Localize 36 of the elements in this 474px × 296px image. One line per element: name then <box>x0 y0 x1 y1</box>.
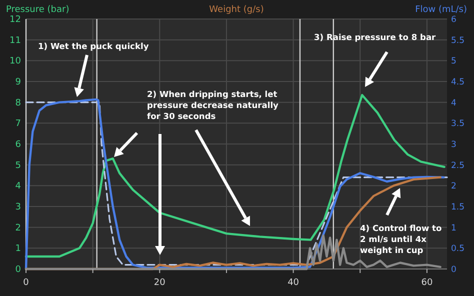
line-series <box>24 234 442 270</box>
y-tick-label: 10 <box>10 56 22 67</box>
y-tick-label: 0 <box>15 265 22 275</box>
y2-tick-label: 1.5 <box>451 202 465 212</box>
y2-tick-label: 4.5 <box>451 78 465 88</box>
y-tick-label: 1 <box>15 244 21 254</box>
x-tick-label: 60 <box>421 278 433 288</box>
y-tick-label: 12 <box>10 15 21 25</box>
y2-tick-label: 6 <box>451 15 456 25</box>
y2-tick-label: 4 <box>451 98 456 108</box>
y2-tick-label: 2.5 <box>451 160 465 171</box>
x-tick-label: 0 <box>23 278 30 288</box>
y2-tick-label: 3 <box>451 140 456 150</box>
y2-tick-label: 2 <box>451 182 456 192</box>
y2-tick-label: 3.5 <box>451 119 465 130</box>
y-tick-label: 3 <box>15 202 21 212</box>
y2-tick-label: 1 <box>451 223 456 234</box>
y-tick-label: 2 <box>15 223 21 234</box>
annotation: 4) Control flow to 2 ml/s until 4x weight in cup <box>360 223 442 255</box>
y-tick-label: 9 <box>15 78 22 88</box>
y2-tick-label: 5 <box>451 56 456 67</box>
x-tick-label: 20 <box>154 278 166 288</box>
y2-axis-title: Flow (mL/s) <box>415 5 467 15</box>
y2-tick-label: 0.5 <box>451 244 465 254</box>
x-tick-label: 40 <box>288 278 300 288</box>
text: Weight (g/s) <box>209 5 264 15</box>
annotation: 2) When dripping starts, let pressure decrease naturally for 30 seconds <box>147 89 280 121</box>
y-tick-label: 6 <box>15 140 22 150</box>
y-tick-label: 7 <box>15 119 21 130</box>
y-tick-label: 5 <box>15 160 21 171</box>
y-tick-label: 8 <box>15 98 22 108</box>
y-tick-label: 11 <box>10 36 21 46</box>
y-tick-label: 4 <box>15 182 22 192</box>
y2-tick-label: 0 <box>451 265 456 275</box>
y2-tick-label: 5.5 <box>451 36 465 46</box>
y-axis-title: Pressure (bar) <box>6 5 70 15</box>
